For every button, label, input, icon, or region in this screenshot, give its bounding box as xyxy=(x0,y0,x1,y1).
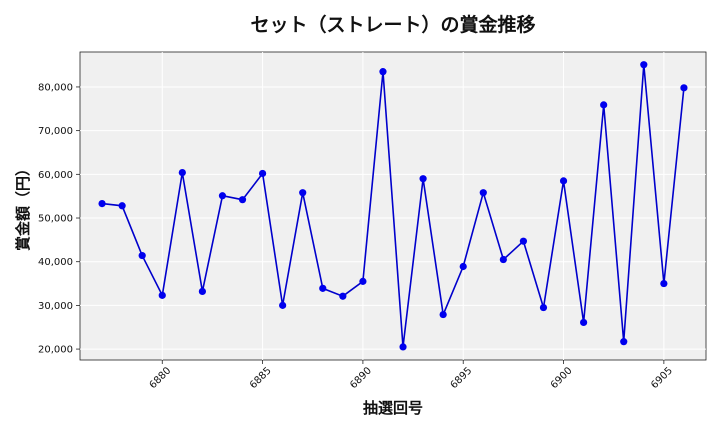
x-tick-label: 6885 xyxy=(248,365,274,391)
data-point xyxy=(118,202,126,210)
series-line xyxy=(102,64,685,347)
data-point xyxy=(178,168,186,177)
y-tick-label: 50,000 xyxy=(38,214,73,225)
y-tick-label: 40,000 xyxy=(38,257,73,268)
x-axis: 6880 6885 6890 6895 6900 6905 xyxy=(148,360,675,391)
chart-title: セット（ストレート）の賞金推移 xyxy=(250,13,535,36)
y-axis-label: 賞金額（円） xyxy=(14,161,32,251)
data-point xyxy=(479,189,487,197)
data-point xyxy=(459,262,467,271)
y-tick-label: 30,000 xyxy=(38,301,73,312)
x-axis-label: 抽選回号 xyxy=(363,399,423,417)
data-point xyxy=(660,279,668,288)
data-point xyxy=(439,310,447,319)
data-point xyxy=(680,84,688,92)
data-point xyxy=(539,303,548,312)
data-point xyxy=(238,196,247,204)
data-point xyxy=(359,277,367,285)
data-point xyxy=(499,255,507,264)
x-tick-label: 6900 xyxy=(549,365,575,391)
data-point xyxy=(319,284,327,292)
data-point xyxy=(138,251,146,260)
data-point xyxy=(519,237,528,245)
y-tick-label: 60,000 xyxy=(38,170,73,181)
data-point xyxy=(580,318,588,327)
y-axis: 20,000 30,000 40,000 50,000 60,000 70,000 80,0… xyxy=(38,82,80,356)
x-tick-label: 6880 xyxy=(148,365,174,391)
data-point xyxy=(559,177,568,185)
y-tick-label: 70,000 xyxy=(38,126,73,137)
data-point xyxy=(299,189,307,197)
data-point xyxy=(339,292,347,300)
data-point xyxy=(258,169,267,178)
data-point xyxy=(399,343,407,351)
data-point xyxy=(279,301,287,309)
data-point xyxy=(98,199,106,208)
data-point xyxy=(640,61,648,69)
y-tick-label: 20,000 xyxy=(38,345,73,356)
x-tick-label: 6895 xyxy=(449,365,475,391)
x-tick-label: 6890 xyxy=(348,365,374,391)
data-point xyxy=(379,68,387,76)
data-point xyxy=(158,291,166,299)
data-points xyxy=(98,61,688,351)
data-point xyxy=(600,101,608,109)
data-point xyxy=(218,192,227,200)
data-point xyxy=(620,338,628,346)
data-point xyxy=(419,175,427,183)
y-tick-label: 80,000 xyxy=(38,82,73,93)
x-tick-label: 6905 xyxy=(649,365,675,391)
data-point xyxy=(198,287,206,296)
